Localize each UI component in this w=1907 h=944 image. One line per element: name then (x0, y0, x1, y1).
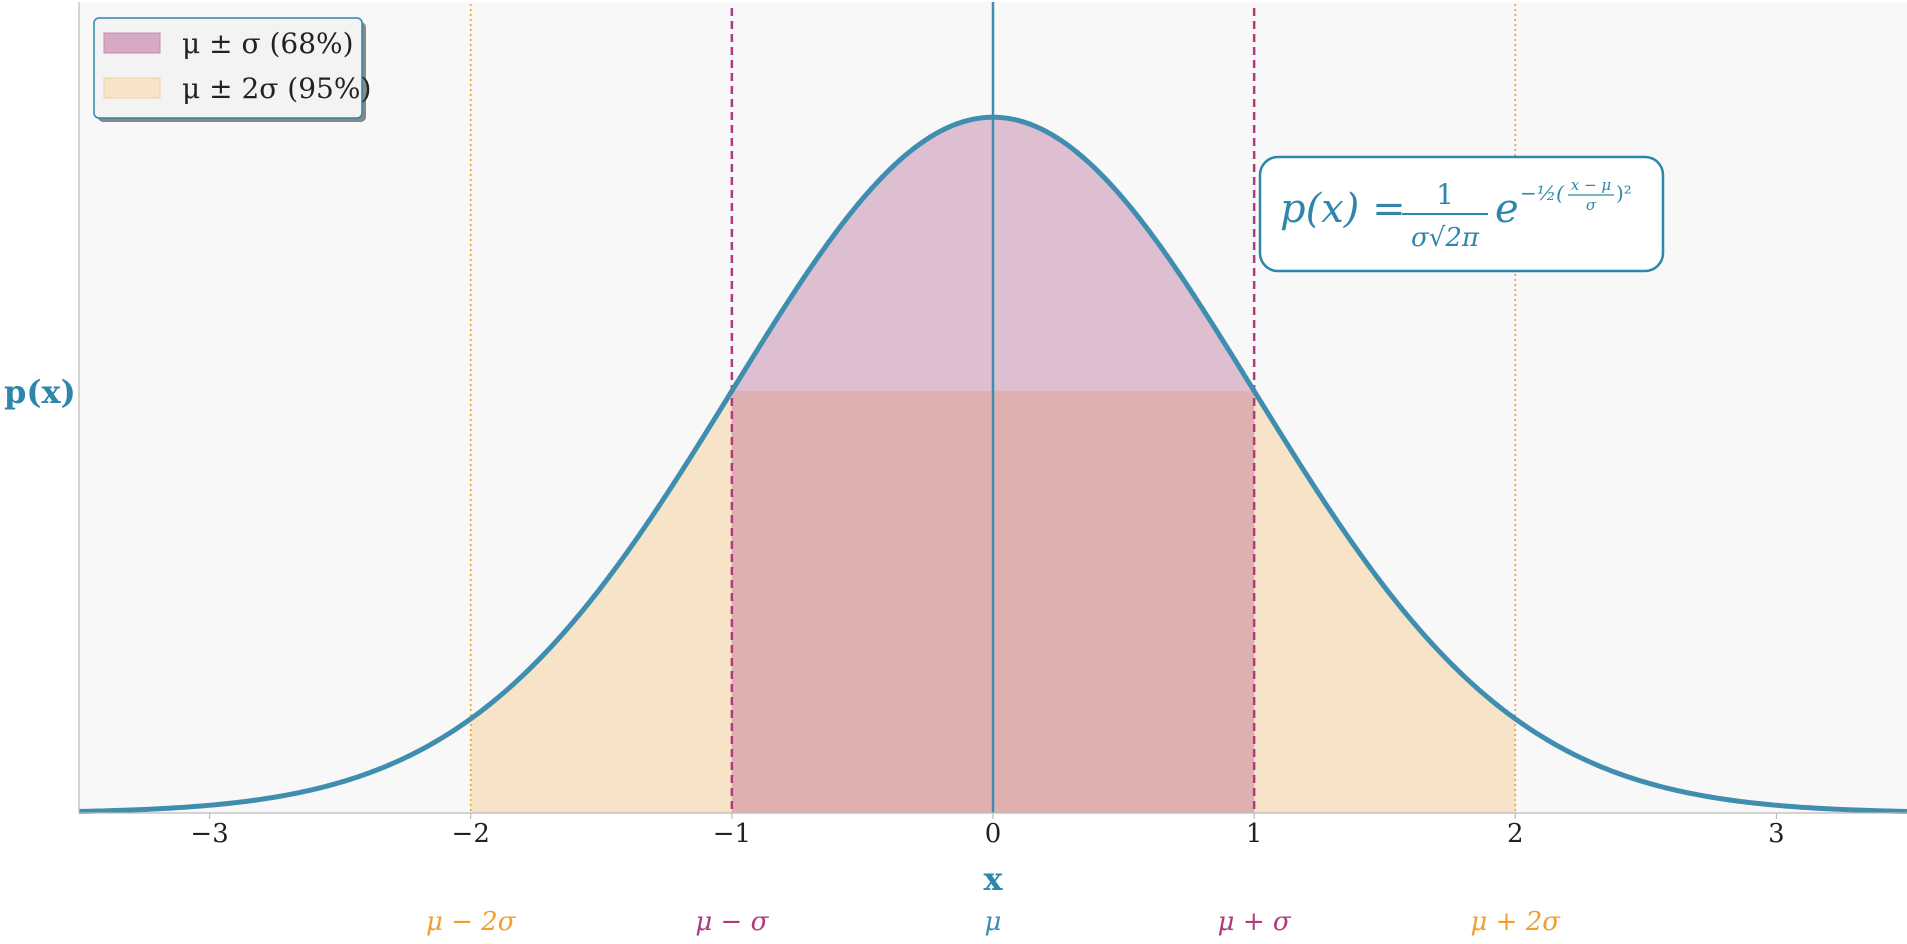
legend-swatch-1sigma (103, 32, 161, 54)
x-tick-label: 3 (1768, 819, 1785, 849)
formula-numerator: 1 (1436, 178, 1454, 211)
legend: μ ± σ (68%) μ ± 2σ (95%) (93, 17, 371, 122)
series-layer (78, 114, 1907, 814)
reference-label: μ − 2σ (426, 907, 517, 937)
formula-exp-denominator: σ (1586, 196, 1597, 214)
reference-label: μ + σ (1218, 907, 1292, 937)
reference-label: μ (985, 907, 1002, 937)
x-tick-label: −1 (713, 819, 751, 849)
reference-label-layer: μ − 2σ μ − σ μ μ + σ μ + 2σ (426, 907, 1561, 937)
x-tick-label: 1 (1246, 819, 1263, 849)
reference-label: μ − σ (695, 907, 769, 937)
formula-exp-close: )² (1616, 181, 1632, 205)
legend-label-2sigma: μ ± 2σ (95%) (182, 72, 371, 105)
legend-swatch-2sigma (103, 77, 161, 99)
formula-exponent: −½( (1520, 181, 1565, 205)
legend-box (93, 17, 363, 119)
formula-base: e (1495, 186, 1519, 232)
reference-label: μ + 2σ (1471, 907, 1562, 937)
reference-line-layer (469, 2, 1517, 813)
formula-lhs: p(x) = (1280, 186, 1406, 232)
x-tick-label: 0 (985, 819, 1002, 849)
y-axis-label: p(x) (4, 373, 76, 411)
legend-label-1sigma: μ ± σ (68%) (182, 27, 354, 60)
x-tick-label: 2 (1507, 819, 1524, 849)
x-tick-label: −2 (452, 819, 490, 849)
x-axis-label: x (983, 860, 1003, 898)
formula-annotation: p(x) = 1 σ√2π e −½( x − μ σ )² (1258, 155, 1665, 273)
density-curve (78, 114, 1907, 814)
formula-exp-numerator: x − μ (1571, 176, 1611, 194)
x-tick-label: −3 (190, 819, 228, 849)
formula-denominator: σ√2π (1411, 223, 1480, 253)
x-tick-layer: −3 −2 −1 0 1 2 3 (190, 813, 1785, 849)
